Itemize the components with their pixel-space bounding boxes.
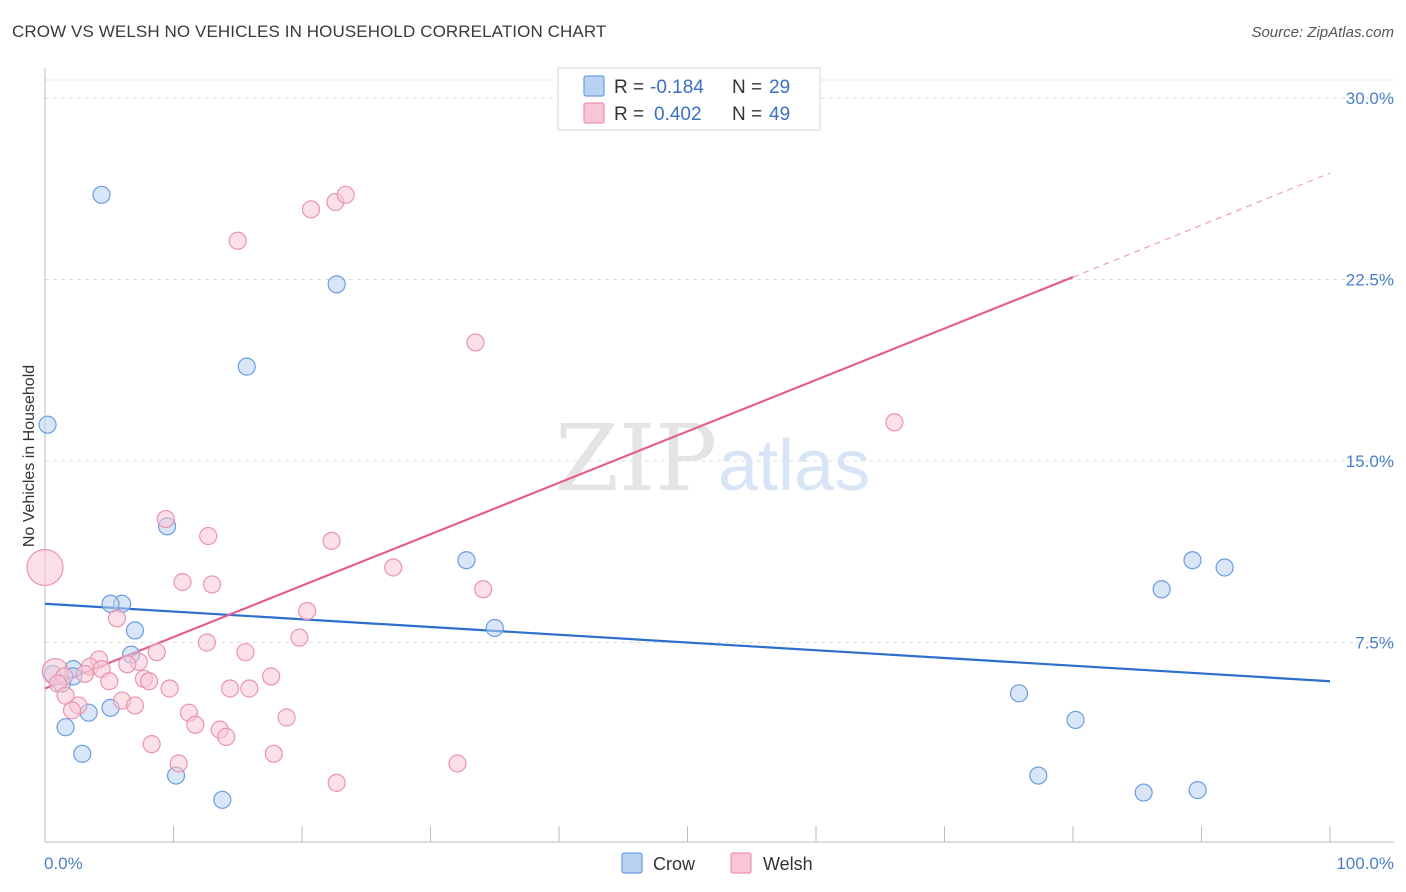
point-welsh: [236, 643, 255, 662]
point-welsh: [228, 231, 247, 250]
trend-line-extension-welsh: [1072, 172, 1331, 278]
point-welsh: [199, 526, 218, 546]
chart-title: CROW VS WELSH NO VEHICLES IN HOUSEHOLD C…: [12, 22, 607, 41]
series-legend: Crow Welsh: [621, 852, 813, 874]
y-tick-labels: 7.5% 15.0% 22.5% 30.0%: [1346, 89, 1394, 653]
y-tick-label: 30.0%: [1346, 89, 1394, 108]
point-welsh: [107, 609, 127, 628]
point-welsh: [240, 679, 259, 698]
point-welsh: [474, 580, 493, 599]
point-crow: [1029, 766, 1048, 785]
point-crow: [1215, 558, 1234, 577]
point-welsh: [160, 679, 179, 698]
point-crow: [327, 275, 346, 294]
point-crow: [1183, 551, 1202, 570]
legend-n-value-crow: 29: [769, 77, 790, 98]
point-crow: [237, 357, 256, 376]
axes: [44, 68, 1394, 843]
legend-n-label-crow: N =: [732, 77, 762, 98]
point-welsh: [75, 664, 94, 684]
watermark-atlas: atlas: [718, 426, 870, 506]
point-crow: [1066, 710, 1085, 730]
stats-legend: R = -0.184 N = 29 R = 0.402 N = 49: [557, 67, 821, 131]
legend-n-label-welsh: N =: [732, 104, 762, 125]
source-label: Source: ZipAtlas.com: [1251, 24, 1394, 41]
point-welsh: [156, 509, 175, 529]
point-crow: [1134, 783, 1153, 802]
legend-swatch-welsh: [583, 102, 605, 124]
legend-n-value-welsh: 49: [769, 104, 790, 125]
point-welsh: [448, 754, 467, 773]
point-crow: [1009, 684, 1029, 703]
point-welsh: [147, 643, 166, 662]
point-welsh: [173, 572, 192, 592]
point-crow: [1188, 781, 1207, 800]
point-welsh: [100, 672, 119, 691]
point-crow: [457, 551, 476, 570]
point-welsh: [327, 773, 346, 792]
point-welsh: [384, 558, 403, 577]
point-welsh: [264, 744, 283, 763]
x-tick-label-max: 100.0%: [1336, 854, 1394, 873]
series-legend-label-welsh: Welsh: [763, 854, 813, 874]
point-welsh: [466, 333, 485, 352]
point-crow: [92, 185, 111, 204]
point-welsh: [217, 727, 236, 746]
trend-line-welsh: [44, 276, 1074, 690]
point-welsh: [125, 696, 145, 715]
data-points: [26, 185, 1234, 809]
point-welsh: [220, 679, 240, 698]
series-legend-swatch-crow: [621, 852, 643, 874]
legend-r-value-welsh: 0.402: [654, 104, 702, 125]
point-welsh: [336, 185, 355, 204]
point-crow: [125, 621, 145, 640]
point-crow: [485, 618, 504, 638]
point-welsh: [202, 575, 222, 594]
y-tick-label: 7.5%: [1355, 634, 1394, 653]
point-welsh: [197, 633, 217, 652]
point-crow: [1152, 580, 1171, 599]
point-welsh: [26, 548, 64, 587]
legend-r-label-welsh: R =: [614, 104, 644, 125]
legend-swatch-crow: [583, 75, 605, 97]
point-crow: [73, 744, 92, 763]
point-welsh: [118, 655, 137, 674]
series-legend-swatch-welsh: [730, 852, 752, 874]
trend-lines: [44, 172, 1331, 690]
point-welsh: [277, 708, 296, 727]
legend-r-label-crow: R =: [614, 77, 644, 98]
point-welsh: [186, 715, 205, 734]
point-welsh: [298, 601, 317, 621]
point-welsh: [169, 754, 188, 773]
x-tick-label-min: 0.0%: [44, 854, 83, 873]
point-welsh: [301, 200, 321, 219]
y-tick-label: 22.5%: [1346, 271, 1394, 290]
point-welsh: [142, 735, 161, 754]
point-welsh: [290, 628, 309, 647]
y-axis-label: No Vehicles in Household: [21, 365, 38, 547]
series-legend-label-crow: Crow: [653, 854, 696, 874]
point-welsh: [322, 531, 341, 550]
watermark-zip: ZIP: [555, 405, 717, 512]
y-tick-label: 15.0%: [1346, 452, 1394, 471]
point-welsh: [885, 413, 904, 432]
trend-line-crow: [44, 602, 1331, 683]
point-welsh: [139, 672, 159, 691]
legend-r-value-crow: -0.184: [650, 77, 704, 98]
point-crow: [56, 718, 75, 737]
point-welsh: [62, 701, 82, 720]
point-crow: [38, 415, 57, 434]
point-welsh: [262, 667, 281, 686]
point-crow: [213, 790, 232, 809]
